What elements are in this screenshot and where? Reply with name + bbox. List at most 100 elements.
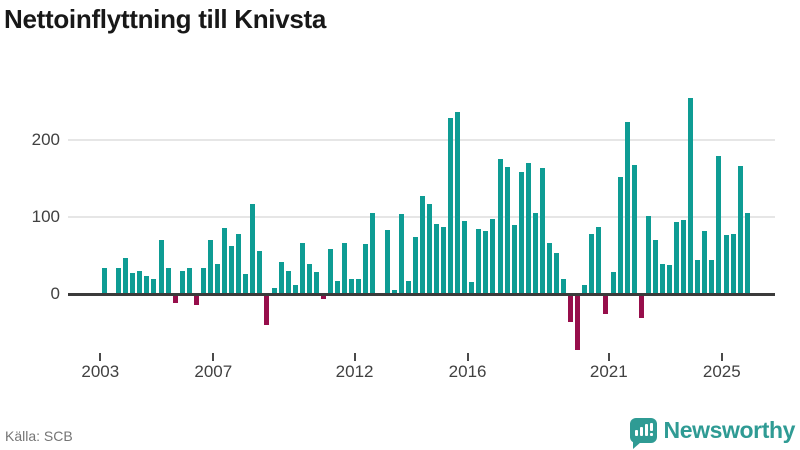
bar-q20 — [243, 273, 249, 293]
bar-q36 — [356, 279, 362, 293]
bar-q57 — [504, 167, 510, 293]
bar-q27 — [292, 285, 298, 293]
bar-q12 — [186, 268, 192, 293]
bubble-tail — [632, 441, 641, 449]
bar-q77 — [645, 215, 651, 294]
x-tick-2012 — [353, 353, 356, 361]
bar-q82 — [681, 220, 687, 293]
bar-q50 — [455, 112, 461, 293]
bar-q67 — [575, 296, 581, 351]
newsworthy-wordmark: Newsworthy — [663, 417, 796, 443]
bar-q85 — [702, 231, 708, 293]
bar-q6 — [144, 276, 150, 293]
y-axis-label-100: 100 — [31, 207, 60, 226]
bar-q43 — [405, 281, 411, 293]
x-axis-label-2025: 2025 — [702, 362, 741, 381]
bar-q17 — [222, 228, 228, 293]
x-axis-label-2007: 2007 — [194, 362, 233, 381]
x-axis-label-2016: 2016 — [448, 362, 487, 381]
bar-q90 — [737, 166, 743, 293]
bar-q5 — [137, 271, 143, 293]
bar-q30 — [313, 272, 319, 293]
bar-q84 — [695, 259, 701, 293]
bar-q22 — [257, 250, 263, 293]
x-axis-label-2012: 2012 — [335, 362, 374, 381]
bar-q3 — [123, 257, 129, 293]
bar-q62 — [539, 167, 545, 293]
bar-q76 — [638, 296, 644, 318]
bar-q86 — [709, 259, 715, 293]
bar-q52 — [469, 282, 475, 293]
bar-q21 — [250, 204, 256, 293]
bar-q38 — [370, 213, 376, 293]
bar-q81 — [674, 221, 680, 293]
chart-bubble-icon — [629, 417, 657, 449]
bar-q80 — [667, 265, 672, 293]
bar-q45 — [419, 196, 425, 293]
bar-q11 — [179, 271, 185, 293]
bar-q70 — [596, 226, 602, 293]
bar-q74 — [624, 122, 630, 293]
bar-q9 — [165, 268, 171, 293]
bar-q32 — [328, 249, 333, 293]
bar-q68 — [582, 284, 588, 293]
bar-q37 — [363, 243, 369, 293]
bar-q14 — [200, 268, 206, 293]
bar-q4 — [130, 272, 136, 293]
bar-q69 — [589, 233, 595, 293]
bar-q24 — [271, 287, 277, 293]
x-tick-2021 — [607, 353, 610, 361]
bar-q63 — [546, 242, 552, 293]
bar-q88 — [723, 235, 729, 293]
x-tick-2016 — [466, 353, 469, 361]
x-axis-zero-line — [68, 293, 775, 296]
bar-q71 — [603, 296, 609, 314]
chart-title: Nettoinflyttning till Knivsta — [4, 4, 327, 34]
bar-q19 — [236, 233, 242, 293]
bar-q73 — [617, 177, 623, 293]
bar-q18 — [229, 245, 235, 293]
bar-q53 — [476, 228, 482, 293]
bar-q16 — [215, 264, 220, 293]
bar-q34 — [342, 242, 348, 293]
bar-q83 — [688, 98, 694, 293]
bar-q13 — [193, 296, 199, 305]
bar-q0 — [102, 268, 107, 293]
x-axis-label-2003: 2003 — [81, 362, 120, 381]
bar-q46 — [426, 204, 432, 293]
bar-q91 — [744, 213, 750, 293]
bar-q42 — [398, 214, 404, 293]
bar-q47 — [433, 223, 439, 293]
bar-q31 — [320, 296, 326, 300]
bar-q15 — [207, 239, 213, 293]
bar-q64 — [554, 252, 559, 293]
x-axis-label-2021: 2021 — [589, 362, 628, 381]
bar-q28 — [299, 242, 305, 293]
bar-q66 — [568, 296, 574, 323]
bar-q89 — [730, 233, 736, 293]
bar-q23 — [264, 296, 270, 325]
y-axis-label-200: 200 — [31, 130, 60, 149]
newsworthy-logo-link[interactable]: Newsworthy — [629, 413, 796, 449]
bar-q61 — [532, 212, 538, 293]
bar-q75 — [631, 164, 637, 293]
bar-q54 — [483, 231, 489, 293]
bar-q60 — [525, 163, 531, 293]
bar-q33 — [335, 281, 341, 293]
bar-q65 — [561, 279, 567, 293]
x-tick-2003 — [99, 353, 102, 361]
bar-q51 — [462, 221, 468, 293]
gridline-200 — [68, 139, 775, 141]
bar-q49 — [448, 118, 454, 293]
bar-q2 — [116, 268, 122, 293]
bar-q78 — [652, 239, 658, 293]
y-axis-label-0: 0 — [50, 284, 60, 303]
bar-q40 — [384, 230, 390, 293]
bar-q48 — [441, 227, 446, 293]
bar-q29 — [306, 264, 312, 293]
bar-q79 — [659, 264, 665, 293]
bar-q55 — [490, 218, 496, 293]
bar-q10 — [172, 296, 178, 303]
bar-q87 — [716, 156, 722, 293]
